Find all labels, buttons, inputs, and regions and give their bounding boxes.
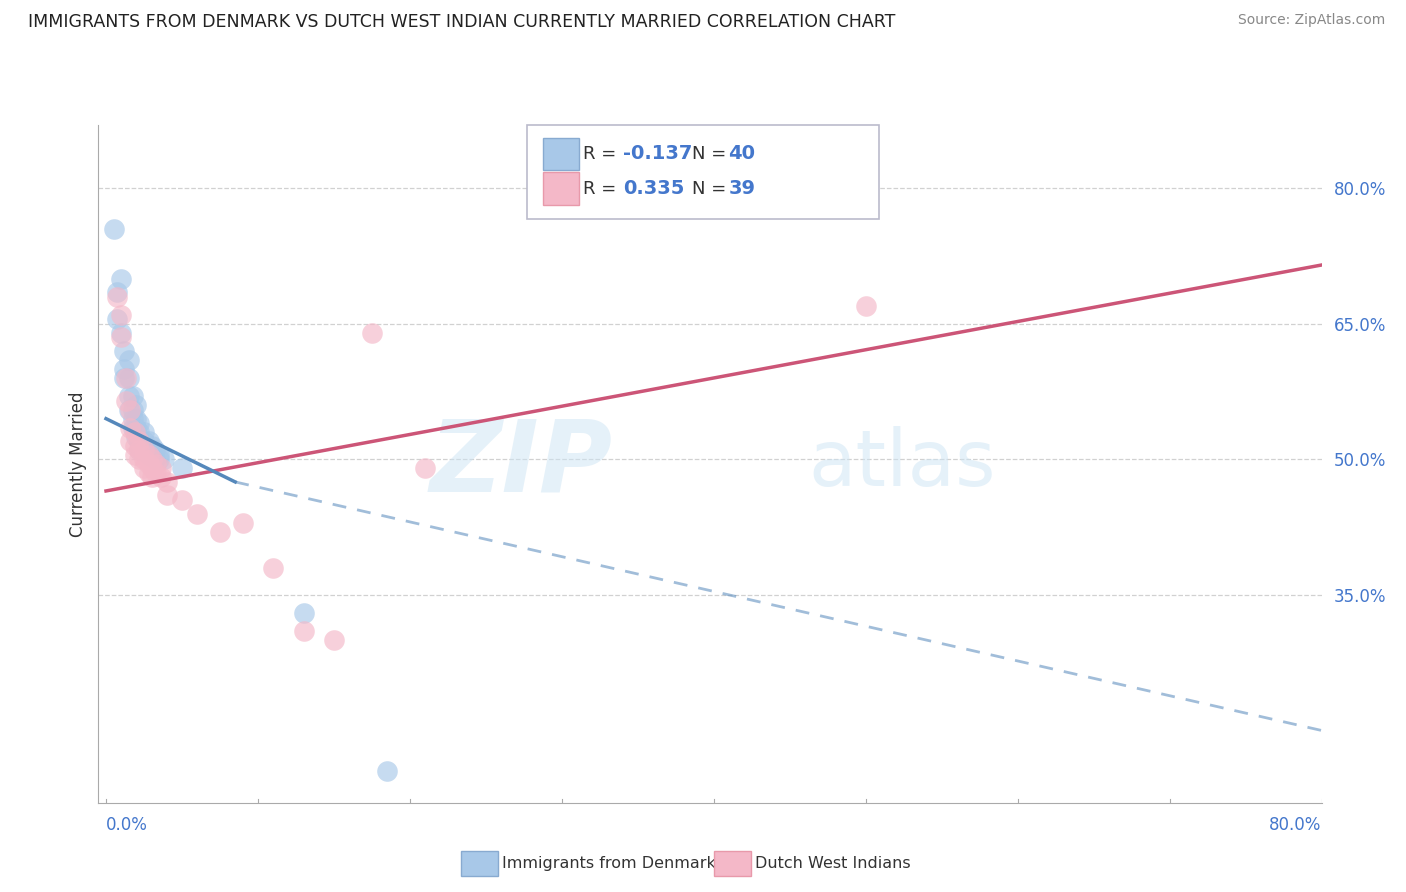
Point (138, 443, 160, 458)
Point (141, 461, 163, 475)
Point (132, 461, 155, 475)
Point (128, 452, 150, 467)
Point (122, 389, 145, 403)
Text: 80.0%: 80.0% (1270, 816, 1322, 834)
Point (125, 398, 148, 412)
Text: atlas: atlas (808, 425, 995, 502)
Point (855, 299, 877, 313)
Text: N =: N = (692, 145, 731, 162)
Point (148, 452, 170, 467)
Point (149, 461, 172, 475)
Point (138, 448, 160, 462)
Point (156, 488, 179, 502)
Point (105, 285, 128, 299)
Point (292, 606, 315, 620)
Point (141, 470, 163, 484)
Text: 39: 39 (728, 179, 755, 198)
Point (122, 420, 145, 434)
Point (128, 443, 150, 458)
Point (124, 439, 146, 453)
Point (128, 443, 150, 458)
Point (141, 439, 163, 453)
Point (110, 330, 132, 344)
Point (118, 402, 141, 417)
Text: 40: 40 (728, 145, 755, 163)
Text: R =: R = (583, 179, 623, 197)
Point (143, 443, 166, 458)
Point (143, 452, 166, 467)
Text: N =: N = (692, 179, 731, 197)
Point (145, 466, 167, 480)
Point (114, 393, 136, 408)
Point (156, 475, 179, 489)
Point (138, 466, 160, 480)
Point (103, 222, 125, 236)
Point (128, 416, 150, 430)
Point (262, 561, 284, 575)
Point (375, 764, 398, 779)
Text: 0.335: 0.335 (623, 179, 685, 198)
Point (110, 326, 132, 340)
Point (141, 448, 163, 462)
Point (138, 434, 160, 449)
Point (152, 452, 174, 467)
Point (132, 425, 155, 440)
Text: R =: R = (583, 145, 623, 162)
Text: IMMIGRANTS FROM DENMARK VS DUTCH WEST INDIAN CURRENTLY MARRIED CORRELATION CHART: IMMIGRANTS FROM DENMARK VS DUTCH WEST IN… (28, 13, 896, 31)
Point (170, 493, 193, 508)
Point (120, 420, 142, 434)
Point (128, 425, 150, 440)
Y-axis label: Currently Married: Currently Married (69, 391, 87, 537)
Point (186, 507, 208, 521)
Text: Immigrants from Denmark: Immigrants from Denmark (502, 856, 716, 871)
Point (124, 425, 146, 440)
Point (138, 457, 160, 471)
Point (118, 371, 141, 385)
Point (110, 271, 132, 285)
Point (141, 452, 163, 467)
Point (122, 402, 145, 417)
Point (132, 443, 155, 458)
Point (149, 470, 172, 484)
Text: 0.0%: 0.0% (105, 816, 148, 834)
Point (132, 443, 155, 458)
Text: Dutch West Indians: Dutch West Indians (755, 856, 911, 871)
Point (148, 448, 170, 462)
Point (105, 312, 128, 326)
Point (105, 290, 128, 304)
Point (170, 461, 193, 475)
Point (361, 326, 384, 340)
Point (112, 362, 135, 376)
Point (118, 352, 141, 367)
Point (112, 343, 135, 358)
Point (323, 633, 346, 648)
Point (118, 389, 141, 403)
Point (232, 516, 254, 530)
Point (138, 448, 160, 462)
Point (208, 524, 231, 539)
Point (110, 308, 132, 322)
Text: Source: ZipAtlas.com: Source: ZipAtlas.com (1237, 13, 1385, 28)
Point (132, 434, 155, 449)
Point (125, 420, 148, 434)
Point (413, 461, 436, 475)
Point (124, 448, 146, 462)
Point (128, 434, 150, 449)
Text: -0.137: -0.137 (623, 145, 692, 163)
Point (128, 434, 150, 449)
Point (125, 411, 148, 425)
Point (132, 452, 155, 467)
Point (114, 371, 136, 385)
Point (125, 430, 148, 444)
Text: ZIP: ZIP (429, 416, 612, 512)
Point (120, 434, 142, 449)
Point (112, 371, 135, 385)
Point (120, 402, 142, 417)
Point (122, 411, 145, 425)
Point (145, 457, 167, 471)
Point (292, 624, 315, 638)
